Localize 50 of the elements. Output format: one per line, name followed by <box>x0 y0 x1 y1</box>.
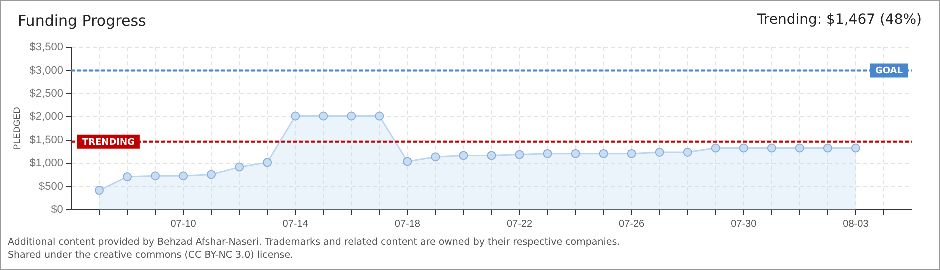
text: Shared under the creative commons (CC BY-NC 3.0) license. <box>8 250 294 261</box>
point <box>431 152 440 162</box>
text: Additional content provided by Behzad Afshar-Naseri. Trademarks and related content are owned by their respective companies. <box>8 237 620 248</box>
point <box>599 149 608 158</box>
point <box>655 148 664 157</box>
y-axis-title: PLEDGED <box>12 106 22 150</box>
point <box>291 112 300 121</box>
y-tick-label: $2,000 <box>30 111 64 124</box>
x-tick-label: 07-14 <box>282 218 309 230</box>
point <box>179 172 188 181</box>
point <box>459 151 468 160</box>
x-tick-label: 08-03 <box>843 218 870 230</box>
chart-title: Funding Progress <box>18 12 146 30</box>
point <box>683 148 692 157</box>
point <box>375 112 384 121</box>
y-tick-label: $1,500 <box>30 134 64 146</box>
ref-line-label: GOAL <box>876 66 904 77</box>
point <box>487 151 496 160</box>
x-tick-label: 07-10 <box>170 218 197 230</box>
point <box>263 158 272 168</box>
point <box>851 144 860 153</box>
point <box>571 149 580 158</box>
x-tick-label: 07-30 <box>731 218 758 230</box>
point <box>767 144 776 153</box>
y-tick-label: $0 <box>51 204 64 216</box>
point <box>347 112 356 121</box>
y-tick-label: $3,500 <box>30 42 64 54</box>
point <box>543 149 552 158</box>
point <box>151 172 160 181</box>
y-tick-label: $2,500 <box>30 88 64 100</box>
y-tick-label: $3,000 <box>30 64 64 77</box>
x-tick-label: 07-18 <box>394 218 421 230</box>
point <box>319 112 328 121</box>
y-tick-label: $500 <box>38 180 64 193</box>
point <box>235 162 244 172</box>
point <box>515 150 524 160</box>
point <box>711 144 720 153</box>
point <box>403 157 412 166</box>
point <box>207 170 216 180</box>
point <box>823 144 832 153</box>
point <box>94 186 104 196</box>
point <box>122 172 132 182</box>
point <box>739 144 748 153</box>
text: Trending: $1,467 (48%) <box>757 12 922 28</box>
point <box>795 144 804 153</box>
x-tick-label: 07-22 <box>506 218 533 230</box>
point <box>627 149 636 158</box>
y-tick-label: $1,000 <box>30 158 64 170</box>
ref-line-label: TRENDING <box>82 138 135 148</box>
x-tick-label: 07-26 <box>619 218 646 230</box>
